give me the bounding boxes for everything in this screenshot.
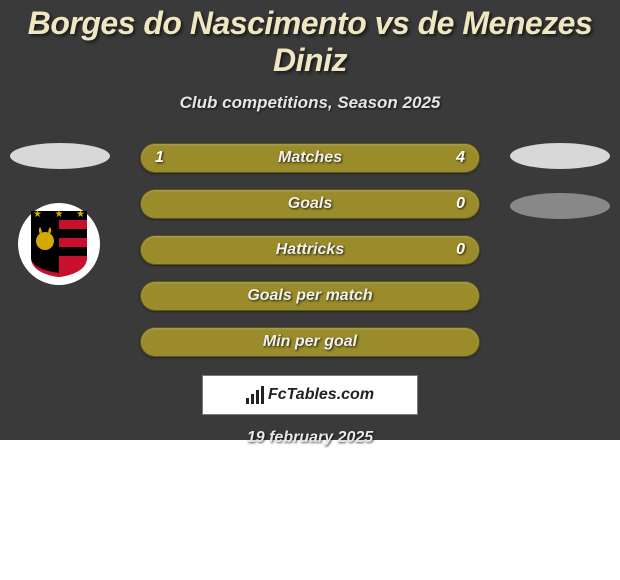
- stat-row-min-per-goal: Min per goal: [140, 327, 480, 357]
- page-title: Borges do Nascimento vs de Menezes Diniz: [0, 5, 620, 79]
- comparison-card: Borges do Nascimento vs de Menezes Diniz…: [0, 0, 620, 440]
- stat-row-hattricks: Hattricks 0: [140, 235, 480, 265]
- bars-icon: [246, 386, 264, 404]
- stars-icon: ★★★: [31, 209, 87, 220]
- stat-row-matches: 1 Matches 4: [140, 143, 480, 173]
- stat-right-value: 0: [456, 195, 465, 213]
- date-label: 19 february 2025: [0, 429, 620, 447]
- stat-right-value: 0: [456, 241, 465, 259]
- club-left-badge: ★★★: [18, 203, 100, 285]
- stat-label: Matches: [278, 149, 342, 167]
- stat-rows: 1 Matches 4 Goals 0 Hattricks 0 Goals pe…: [140, 143, 480, 357]
- stat-label: Goals: [288, 195, 332, 213]
- stat-row-goals-per-match: Goals per match: [140, 281, 480, 311]
- player-right-photo-placeholder: [510, 143, 610, 169]
- stat-row-goals: Goals 0: [140, 189, 480, 219]
- watermark[interactable]: FcTables.com: [202, 375, 418, 415]
- subtitle: Club competitions, Season 2025: [0, 93, 620, 113]
- shield-icon: ★★★: [31, 211, 87, 277]
- stat-right-value: 4: [456, 149, 465, 167]
- content-area: ★★★ 1 Matches 4: [0, 143, 620, 447]
- watermark-text: FcTables.com: [268, 386, 374, 404]
- stat-label: Min per goal: [263, 333, 357, 351]
- stat-left-value: 1: [155, 149, 164, 167]
- stat-label: Hattricks: [276, 241, 344, 259]
- player-left-photo-placeholder: [10, 143, 110, 169]
- stat-label: Goals per match: [247, 287, 372, 305]
- club-right-placeholder: [510, 193, 610, 219]
